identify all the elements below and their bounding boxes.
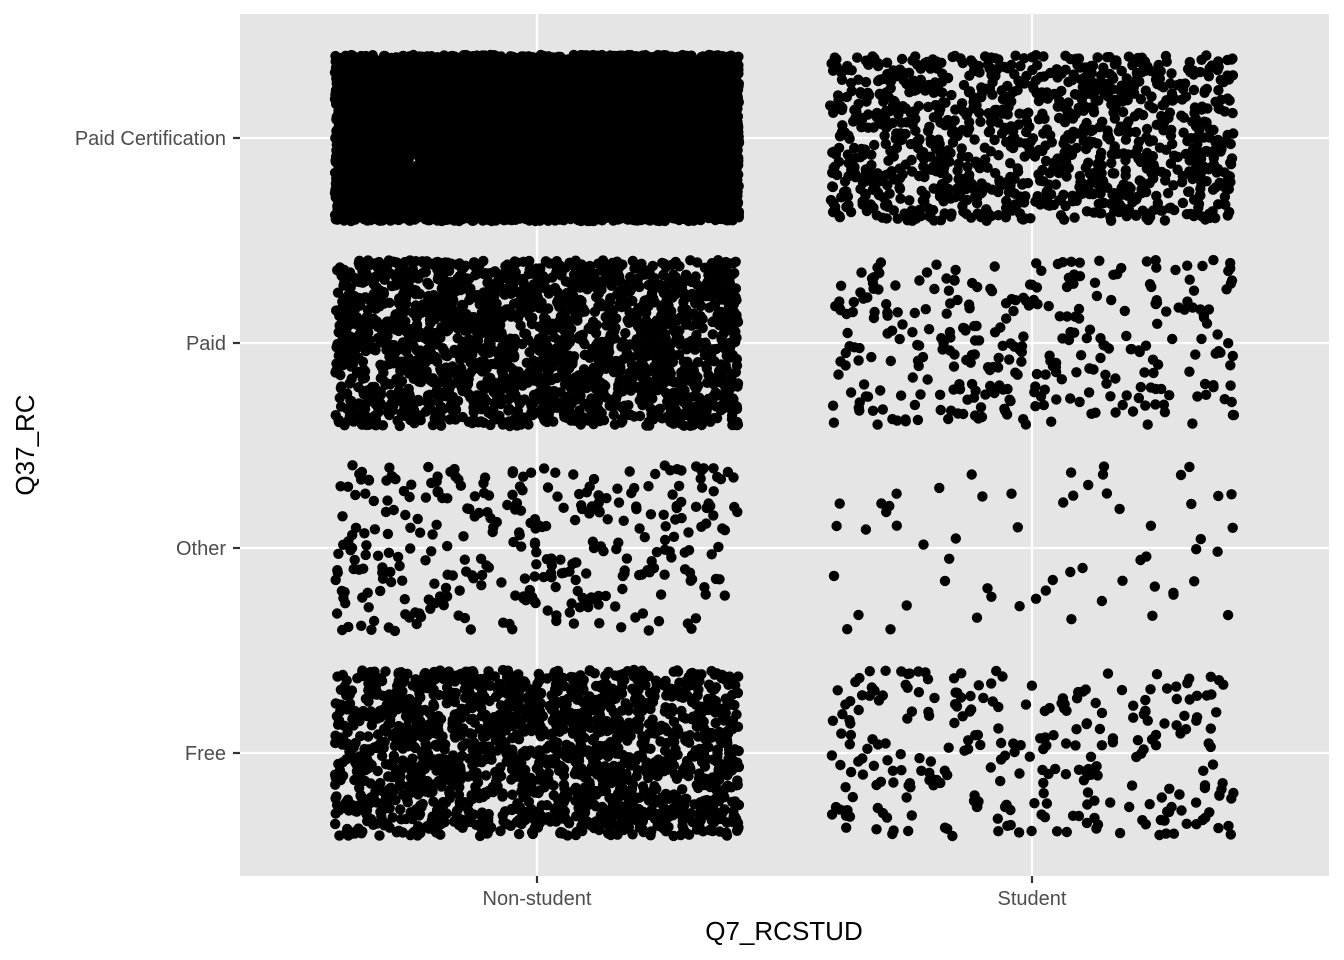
point-cloud (329, 49, 1240, 842)
point-group-0 (329, 49, 745, 227)
